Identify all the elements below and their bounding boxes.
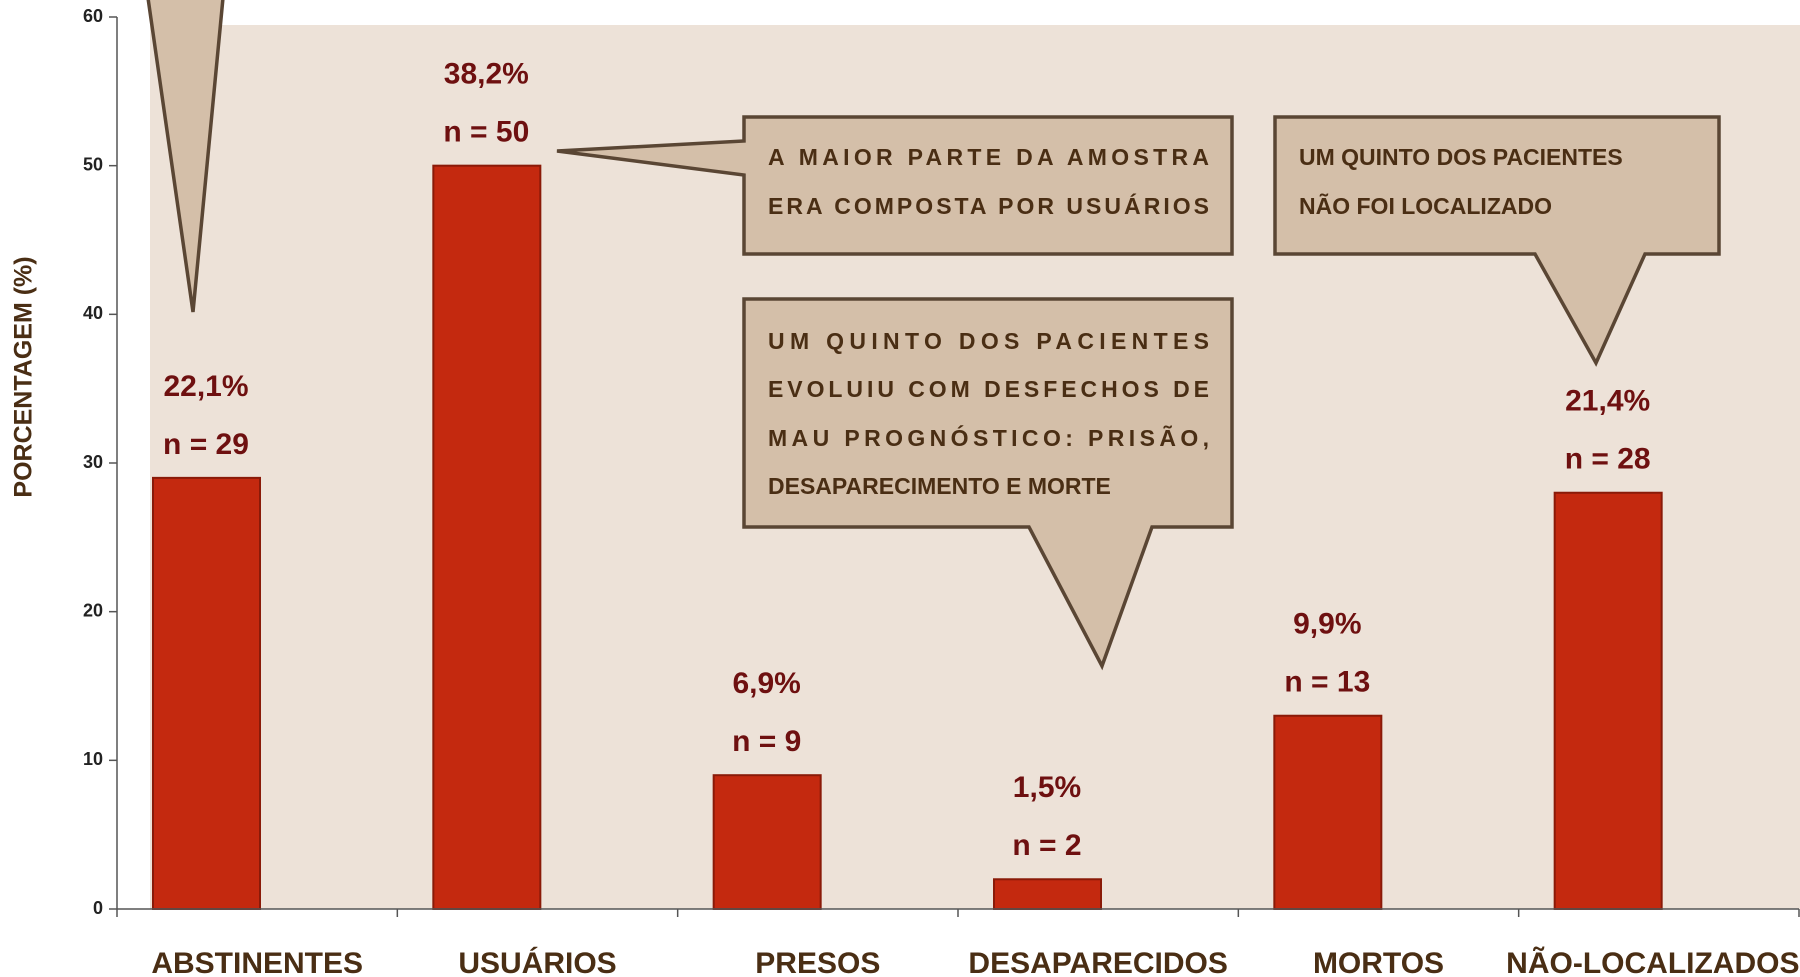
- value-label: n = 13: [1284, 666, 1370, 699]
- x-tick-label: PRESOS: [755, 947, 880, 977]
- bar: [1553, 491, 1663, 910]
- callout-pointer: [146, 0, 225, 313]
- bar: [432, 164, 542, 910]
- percent-label: 1,5%: [1013, 771, 1081, 804]
- value-label: n = 28: [1565, 443, 1651, 476]
- value-label: n = 50: [443, 116, 529, 149]
- x-tick-label: USUÁRIOS: [458, 946, 616, 977]
- bar: [1273, 714, 1383, 910]
- y-tick-label: 30: [83, 452, 103, 472]
- x-tick-label: DESAPARECIDOS: [968, 947, 1227, 977]
- percent-label: 38,2%: [444, 58, 529, 91]
- bars: [152, 164, 1663, 911]
- annotation: DESAPARECIMENTO E MORTE: [768, 473, 1111, 499]
- callout: [556, 115, 1234, 256]
- percent-label: 21,4%: [1565, 385, 1650, 418]
- percent-label: 6,9%: [732, 667, 800, 700]
- y-tick-label: 0: [93, 898, 103, 918]
- annotation: ERA COMPOSTA POR USUÁRIOS: [768, 192, 1209, 219]
- annotation: A MAIOR PARTE DA AMOSTRA: [768, 144, 1209, 170]
- y-tick-label: 50: [83, 154, 103, 174]
- callout: [1273, 115, 1721, 367]
- x-tick-label: MORTOS: [1313, 947, 1444, 977]
- value-label: n = 2: [1012, 829, 1081, 862]
- y-tick-label: 10: [83, 749, 103, 769]
- bar: [712, 774, 822, 911]
- bar: [152, 476, 261, 910]
- y-tick-label: 40: [83, 303, 103, 323]
- value-label: n = 29: [163, 428, 249, 461]
- annotation: EVOLUIU COM DESFECHOS DE: [768, 376, 1209, 402]
- percent-label: 22,1%: [163, 370, 248, 403]
- bar: [993, 878, 1102, 910]
- annotation: UM QUINTO DOS PACIENTES: [1299, 144, 1623, 170]
- annotation: NÃO FOI LOCALIZADO: [1299, 192, 1552, 219]
- x-tick-label: NÃO-LOCALIZADOS: [1506, 946, 1799, 977]
- annotation: UM QUINTO DOS PACIENTES: [768, 328, 1209, 354]
- percent-label: 9,9%: [1293, 608, 1361, 641]
- y-tick-label: 60: [83, 6, 103, 26]
- y-axis-title: PORCENTAGEM (%): [10, 256, 38, 497]
- callout: [742, 297, 1234, 671]
- y-tick-label: 20: [83, 600, 103, 620]
- value-label: n = 9: [732, 725, 801, 758]
- x-tick-label: ABSTINENTES: [151, 947, 363, 977]
